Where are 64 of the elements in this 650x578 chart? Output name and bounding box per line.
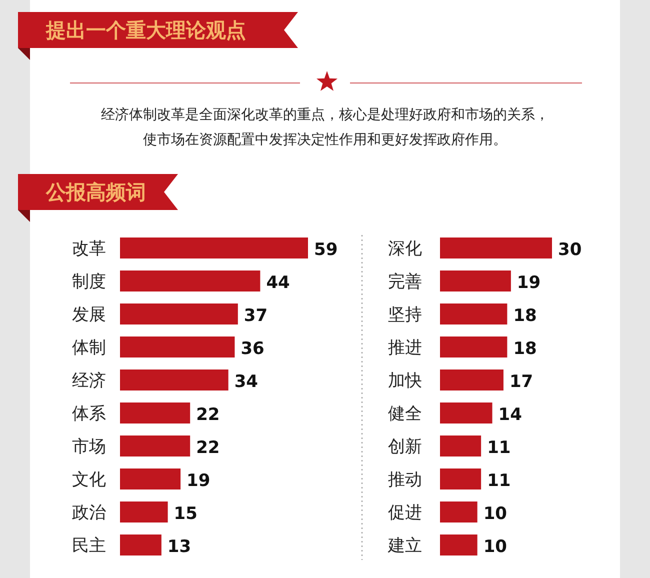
bar: [120, 270, 260, 292]
bar: [440, 238, 552, 258]
chart-title: 公报高频词: [45, 180, 146, 204]
bar: [440, 436, 482, 456]
bar: [440, 304, 508, 324]
data-label: 18: [513, 339, 537, 359]
bar: [120, 402, 190, 424]
bar: [440, 402, 492, 424]
text: 使市场在资源配置中发挥决定性作用和更好发挥政府作用。: [143, 132, 507, 148]
data-label: 37: [244, 306, 268, 326]
bar: [120, 238, 308, 258]
y-tick-label: 体系: [72, 404, 106, 424]
y-tick-label: 推动: [388, 470, 422, 490]
bar: [120, 534, 162, 556]
data-label: 22: [196, 438, 220, 458]
data-label: 13: [167, 537, 192, 557]
y-tick-label: 推进: [388, 338, 422, 358]
data-label: 22: [196, 405, 220, 425]
data-label: 15: [174, 504, 198, 524]
data-label: 10: [483, 537, 508, 557]
bar: [440, 336, 508, 358]
data-label: 30: [558, 240, 582, 260]
data-label: 44: [266, 273, 290, 293]
text: 提出一个重大理论观点: [45, 18, 246, 42]
text: 经济体制改革是全面深化改革的重点，核心是处理好政府和市场的关系，: [101, 107, 549, 123]
y-tick-label: 加快: [388, 371, 422, 391]
data-label: 14: [498, 405, 522, 425]
data-label: 59: [314, 240, 338, 260]
y-tick-label: 促进: [388, 503, 422, 523]
data-label: 34: [234, 372, 258, 392]
bar: [440, 270, 511, 292]
bar: [440, 468, 482, 490]
y-tick-label: 体制: [72, 338, 106, 358]
y-tick-label: 制度: [72, 272, 106, 292]
bar: [120, 370, 228, 390]
data-label: 36: [240, 339, 264, 359]
y-tick-label: 创新: [388, 437, 422, 457]
bar: [120, 468, 181, 490]
y-tick-label: 文化: [72, 470, 106, 490]
data-label: 17: [509, 372, 534, 392]
y-tick-label: 坚持: [388, 305, 422, 325]
y-tick-label: 发展: [72, 305, 106, 325]
bar: [120, 502, 168, 522]
bar: [440, 370, 504, 390]
bar: [440, 502, 478, 522]
data-label: 11: [487, 438, 511, 458]
data-label: 18: [513, 306, 537, 326]
y-tick-label: 政治: [72, 503, 106, 523]
y-tick-label: 深化: [388, 239, 422, 259]
bar: [120, 304, 238, 324]
y-tick-label: 完善: [388, 272, 422, 292]
data-label: 11: [487, 471, 511, 491]
data-label: 19: [186, 471, 210, 491]
y-tick-label: 健全: [388, 404, 422, 424]
y-tick-label: 建立: [387, 536, 422, 556]
y-tick-label: 市场: [72, 437, 106, 457]
y-tick-label: 经济: [72, 371, 106, 391]
y-tick-label: 改革: [72, 239, 106, 259]
bar: [120, 436, 190, 456]
y-tick-label: 民主: [72, 536, 106, 556]
data-label: 10: [483, 504, 508, 524]
bar: [440, 534, 478, 556]
data-label: 19: [516, 273, 541, 293]
bar: [120, 336, 235, 358]
